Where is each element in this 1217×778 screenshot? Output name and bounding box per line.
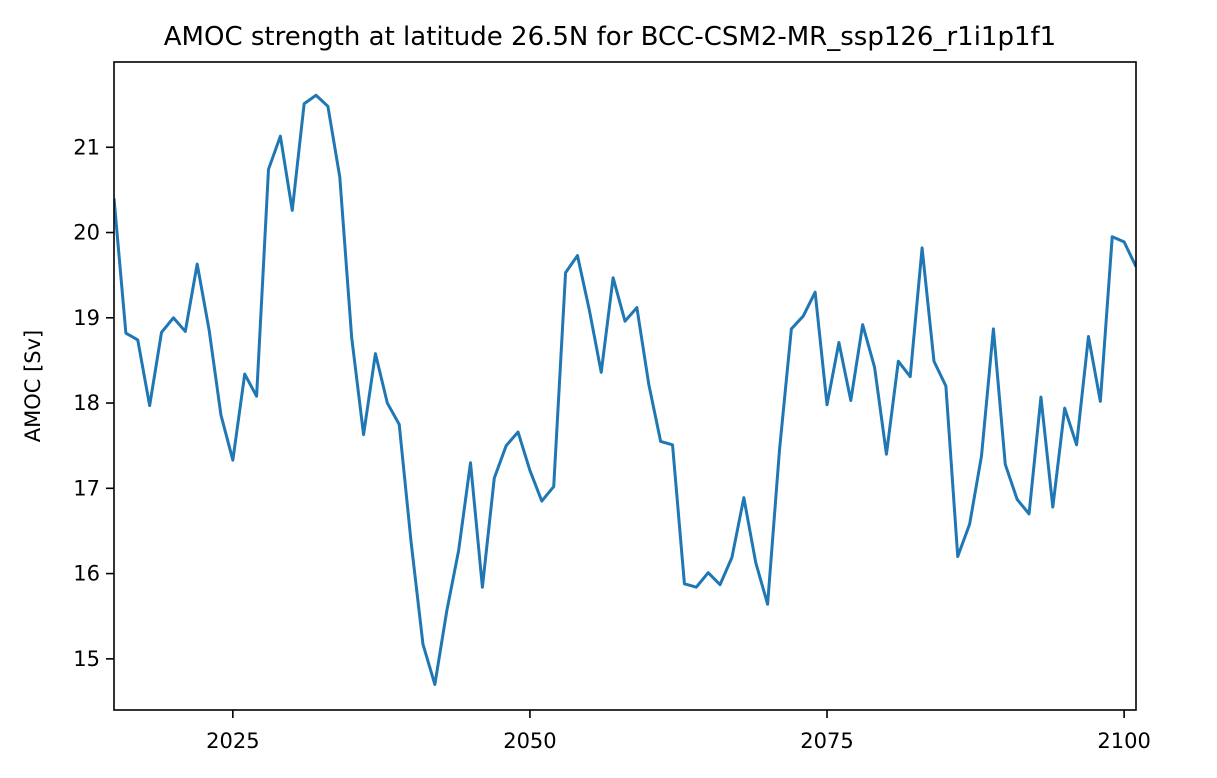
x-tick-label: 2100 [1097, 729, 1150, 753]
y-axis: 15 16 17 18 19 20 21 [73, 135, 114, 671]
y-tick-label: 21 [73, 135, 100, 159]
x-tick-label: 2025 [206, 729, 259, 753]
x-tick-label: 2050 [503, 729, 556, 753]
plot-area [114, 93, 1136, 686]
x-axis: 2025 2050 2075 2100 [206, 710, 1151, 753]
chart-title: AMOC strength at latitude 26.5N for BCC-… [164, 22, 1056, 52]
y-tick-label: 19 [73, 306, 100, 330]
x-tick-label: 2075 [800, 729, 853, 753]
y-tick-label: 17 [73, 476, 100, 500]
y-tick-label: 16 [73, 562, 100, 586]
y-tick-label: 15 [73, 647, 100, 671]
series-line [114, 93, 1136, 686]
y-axis-label: AMOC [Sv] [21, 330, 45, 443]
plot-frame [113, 61, 1137, 711]
y-tick-label: 18 [73, 391, 100, 415]
y-tick-label: 20 [73, 221, 100, 245]
